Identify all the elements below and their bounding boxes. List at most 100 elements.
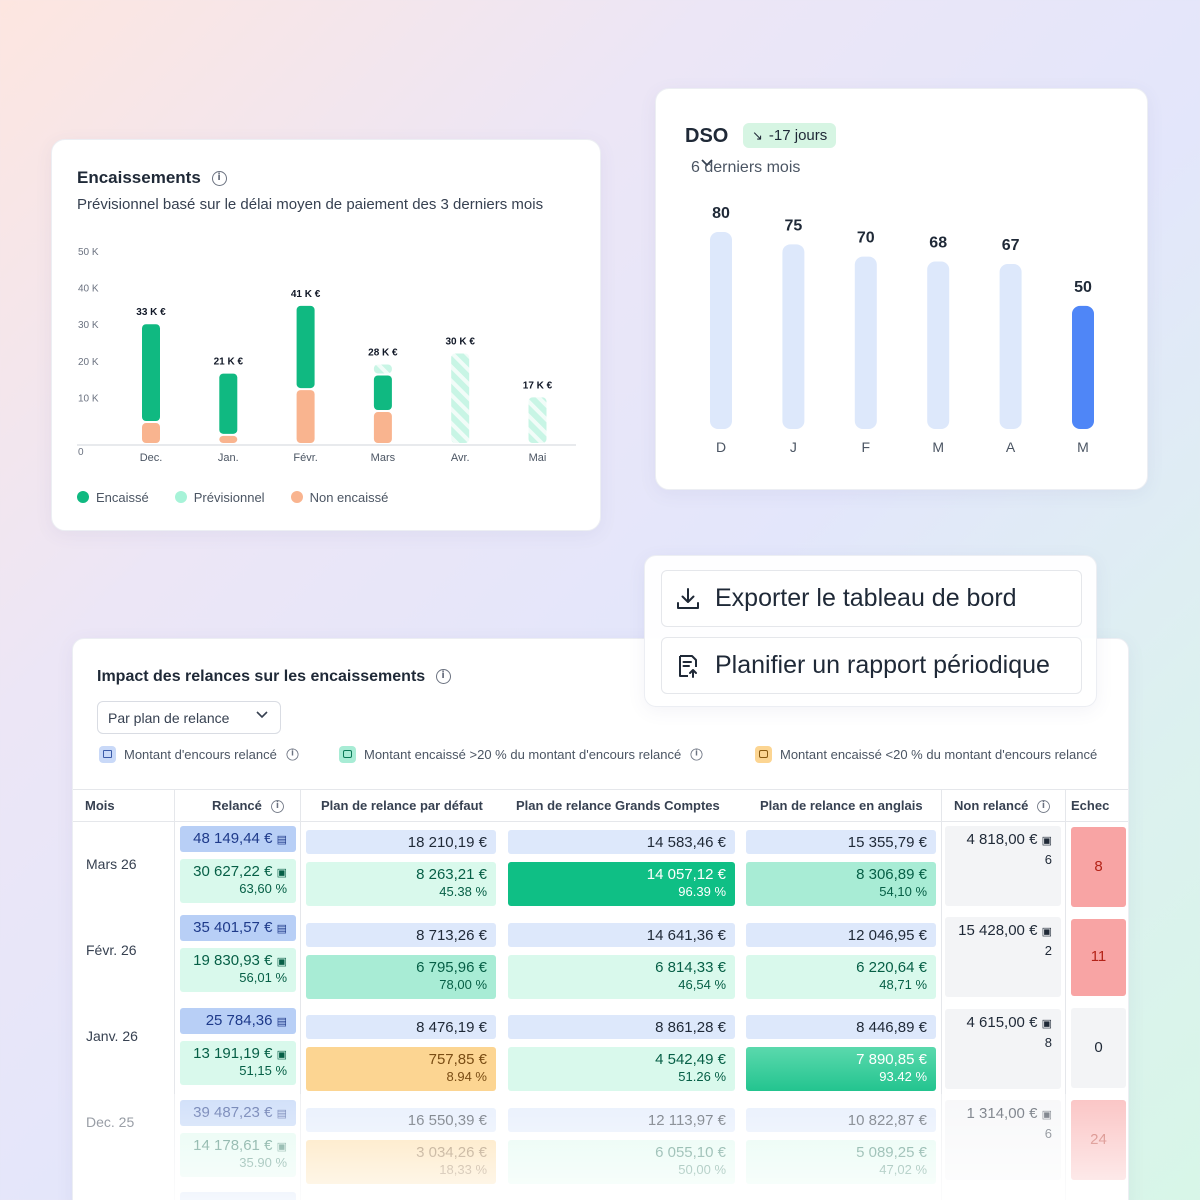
non-relance-cell[interactable]: 1 314,00 € ▣ 6 (945, 1100, 1061, 1180)
default-plan-amount[interactable]: 16 550,39 € (306, 1108, 496, 1132)
grands-comptes-collected[interactable]: 4 542,49 €51.26 % (508, 1047, 735, 1091)
bar-total-label: 33 K € (136, 307, 166, 318)
relance-collected[interactable]: 13 191,19 € ▣ 51,15 % (180, 1041, 296, 1085)
default-plan-collected[interactable]: 8 263,21 €45.38 % (306, 862, 496, 906)
relances-impact-card: Impact des relances sur les encaissement… (72, 638, 1129, 1200)
anglais-amount[interactable]: 8 446,89 € (746, 1015, 936, 1039)
relance-amount[interactable]: 39 487,23 € ▤ (180, 1100, 296, 1126)
legend-label: Montant encaissé >20 % du montant d'enco… (364, 747, 682, 762)
relance-amount[interactable]: 35 401,57 € ▤ (180, 915, 296, 941)
anglais-amount[interactable]: 12 046,95 € (746, 923, 936, 947)
report-schedule-icon (679, 654, 697, 678)
invoice-icon: ▤ (276, 1016, 287, 1028)
default-plan-collected[interactable]: 3 034,26 €18,33 % (306, 1140, 496, 1184)
legend-label: Non encaissé (309, 490, 389, 505)
echec-cell[interactable]: 0 (1071, 1008, 1126, 1088)
default-plan-amount[interactable]: 8 713,26 € (306, 923, 496, 947)
anglais-collected[interactable]: 8 306,89 €54,10 % (746, 862, 936, 906)
anglais-amount[interactable]: 10 822,87 € (746, 1108, 936, 1132)
bar-total-label: 41 K € (291, 289, 321, 300)
non-relance-cell[interactable]: 4 615,00 € ▣ 8 (945, 1009, 1061, 1089)
anglais-amount[interactable]: 15 355,79 € (746, 830, 936, 854)
grands-comptes-collected[interactable]: 14 057,12 €96.39 % (508, 862, 735, 906)
chevron-down-icon (256, 711, 268, 719)
echec-cell[interactable]: 11 (1071, 919, 1126, 996)
encaissements-title-row: Encaissements i (77, 168, 227, 188)
grands-comptes-amount[interactable]: 12 113,97 € (508, 1108, 735, 1132)
col-header-plan-defaut[interactable]: Plan de relance par défaut (321, 798, 483, 813)
info-icon[interactable]: i (690, 748, 703, 761)
info-icon[interactable]: i (286, 748, 299, 761)
echec-cell[interactable]: 8 (1071, 827, 1126, 907)
col-header-non-relance[interactable]: Non relancé i (954, 798, 1051, 814)
divider (174, 789, 175, 1200)
info-icon[interactable]: i (211, 171, 227, 187)
relance-amount[interactable] (180, 1192, 296, 1200)
default-plan-amount[interactable]: 8 476,19 € (306, 1015, 496, 1039)
y-tick-label: 50 K (78, 247, 99, 258)
schedule-report-label: Planifier un rapport périodique (715, 651, 1050, 679)
divider (941, 789, 942, 1200)
default-plan-amount[interactable]: 18 210,19 € (306, 830, 496, 854)
bar-total-label: 21 K € (214, 357, 244, 368)
row-month: Dec. 25 (86, 1114, 135, 1130)
plan-filter-select[interactable]: Par plan de relance (97, 701, 281, 734)
anglais-collected[interactable]: 5 089,25 €47,02 % (746, 1140, 936, 1184)
y-tick-label: 0 (78, 447, 84, 458)
dso-value-label: 68 (929, 235, 947, 252)
export-menu: Exporter le tableau de bord Planifier un… (644, 555, 1097, 707)
bar-segment-non-encaisse (219, 435, 238, 443)
grands-comptes-collected[interactable]: 6 055,10 €50,00 % (508, 1140, 735, 1184)
col-header-anglais[interactable]: Plan de relance en anglais (760, 798, 923, 813)
table-title-row: Impact des relances sur les encaissement… (97, 668, 451, 686)
relance-collected[interactable]: 19 830,93 € ▣ 56,01 % (180, 948, 296, 992)
bar-segment-non-encaisse (296, 390, 315, 443)
dso-value-label: 67 (1002, 237, 1020, 254)
relance-amount[interactable]: 25 784,36 ▤ (180, 1008, 296, 1034)
default-plan-collected[interactable]: 757,85 €8.94 % (306, 1047, 496, 1091)
relance-collected[interactable]: 30 627,22 € ▣ 63,60 % (180, 859, 296, 903)
grands-comptes-amount[interactable]: 14 583,46 € (508, 830, 735, 854)
dso-range-select[interactable]: 6 derniers mois (691, 159, 800, 177)
encaissements-subtitle: Prévisionnel basé sur le délai moyen de … (77, 196, 544, 213)
info-icon[interactable]: i (1037, 800, 1051, 813)
anglais-collected[interactable]: 6 220,64 €48,71 % (746, 955, 936, 999)
info-icon[interactable]: i (435, 669, 451, 685)
col-header-echec[interactable]: Echec (1071, 798, 1110, 813)
bar-segment-previsionnel (451, 353, 470, 443)
legend-over-20: Montant encaissé >20 % du montant d'enco… (339, 746, 704, 763)
anglais-collected[interactable]: 7 890,85 €93.42 % (746, 1047, 936, 1091)
legend-dot-icon (77, 491, 89, 503)
non-relance-cell[interactable]: 4 818,00 € ▣ 6 (945, 826, 1061, 906)
grands-comptes-amount[interactable]: 8 861,28 € (508, 1015, 735, 1039)
wallet-icon: ▣ (1041, 1018, 1052, 1030)
info-icon[interactable]: i (271, 800, 284, 813)
dso-x-label: M (932, 439, 944, 455)
wallet-icon: ▣ (276, 1141, 287, 1153)
echec-cell[interactable]: 24 (1071, 1100, 1126, 1180)
non-relance-cell[interactable]: 15 428,00 € ▣ 2 (945, 917, 1061, 997)
col-header-grands-comptes[interactable]: Plan de relance Grands Comptes (516, 798, 720, 813)
divider (73, 789, 1128, 790)
grands-comptes-collected[interactable]: 6 814,33 €46,54 % (508, 955, 735, 999)
relance-collected[interactable]: 14 178,61 € ▣ 35.90 % (180, 1133, 296, 1177)
legend-label: Encaissé (96, 490, 149, 505)
col-header-mois[interactable]: Mois (85, 798, 115, 813)
divider (1065, 789, 1066, 1200)
x-tick-label: Mai (529, 452, 547, 464)
encaissements-card: Encaissements i Prévisionnel basé sur le… (51, 139, 601, 531)
y-tick-label: 20 K (78, 357, 99, 368)
default-plan-collected[interactable]: 6 795,96 €78,00 % (306, 955, 496, 999)
legend-label: Montant encaissé <20 % du montant d'enco… (780, 747, 1098, 762)
grands-comptes-amount[interactable]: 14 641,36 € (508, 923, 735, 947)
bar-segment-encaisse (142, 324, 160, 422)
col-header-relance[interactable]: Relancé i (212, 798, 285, 814)
export-dashboard-button[interactable]: Exporter le tableau de bord (661, 570, 1082, 627)
wallet-icon: ▣ (1041, 926, 1052, 938)
x-tick-label: Mars (371, 452, 396, 464)
schedule-report-button[interactable]: Planifier un rapport périodique (661, 637, 1082, 694)
legend-label: Prévisionnel (193, 490, 265, 505)
x-tick-label: Jan. (218, 452, 239, 464)
row-month: Janv. 26 (86, 1028, 138, 1044)
relance-amount[interactable]: 48 149,44 € ▤ (180, 826, 296, 852)
